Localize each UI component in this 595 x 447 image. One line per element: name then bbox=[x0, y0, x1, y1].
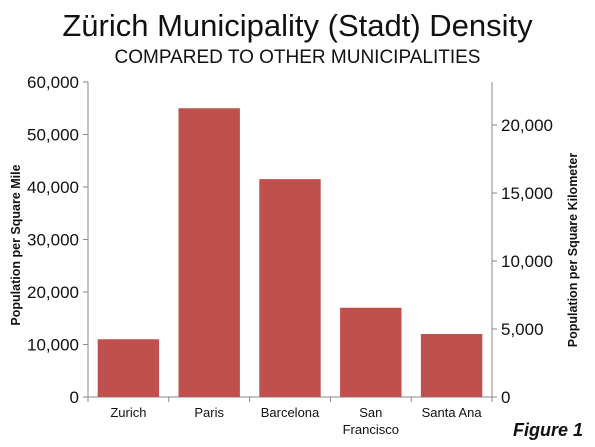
x-tick-label: Zurich bbox=[110, 405, 146, 420]
bar-barcelona bbox=[259, 179, 321, 397]
y-tick-label-right: 15,000 bbox=[501, 184, 553, 203]
y-tick-label-right: 5,000 bbox=[501, 320, 544, 339]
y-tick-label-left: 20,000 bbox=[27, 283, 79, 302]
bar-zurich bbox=[97, 339, 160, 397]
x-tick-label: San Francisco bbox=[343, 405, 399, 437]
x-tick-label: Santa Ana bbox=[422, 405, 483, 420]
y-tick-label-right: 10,000 bbox=[501, 252, 553, 271]
bar-santa-ana bbox=[420, 334, 483, 397]
y-tick-label-left: 0 bbox=[70, 388, 79, 407]
y-tick-label-left: 10,000 bbox=[27, 336, 79, 355]
chart-subtitle: COMPARED TO OTHER MUNICIPALITIES bbox=[114, 47, 481, 68]
y-tick-label-left: 40,000 bbox=[27, 178, 79, 197]
chart-title: Zürich Municipality (Stadt) Density bbox=[62, 8, 533, 43]
x-tick-label: Barcelona bbox=[261, 405, 320, 420]
y-tick-label-left: 30,000 bbox=[27, 231, 79, 250]
bar-paris bbox=[178, 108, 240, 397]
y-tick-label-right: 20,000 bbox=[501, 116, 553, 135]
x-tick-label: Paris bbox=[194, 405, 224, 420]
figure-label: Figure 1 bbox=[512, 420, 583, 440]
y-tick-label-right: 0 bbox=[501, 388, 510, 407]
y-tick-label-left: 50,000 bbox=[27, 126, 79, 145]
y-tick-label-left: 60,000 bbox=[27, 73, 79, 92]
bar-san-francisco bbox=[340, 307, 402, 397]
